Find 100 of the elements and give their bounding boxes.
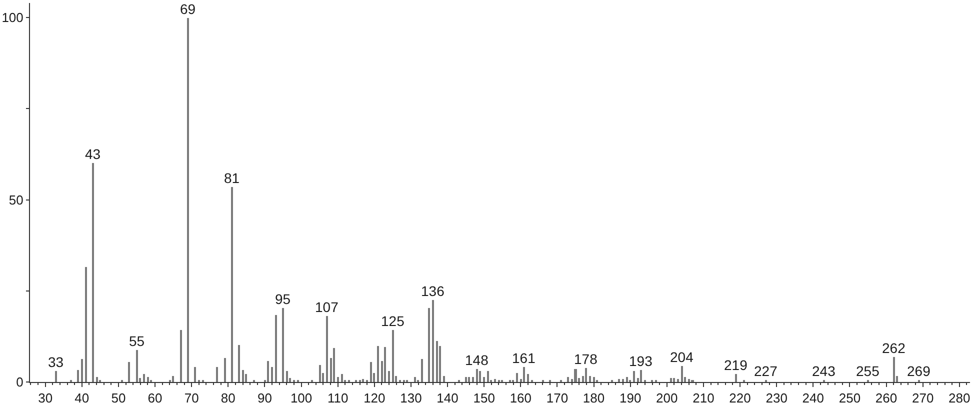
bar xyxy=(267,361,269,382)
bar xyxy=(81,359,83,382)
x-tick-label: 190 xyxy=(619,390,642,406)
y-tick-label: 0 xyxy=(16,374,24,390)
x-tick-label: 50 xyxy=(111,390,126,406)
x-tick-label: 210 xyxy=(692,390,714,406)
bar xyxy=(893,357,895,382)
annotation: 243 xyxy=(812,363,836,379)
bar xyxy=(494,379,496,382)
x-tick-label: 90 xyxy=(257,390,272,406)
x-tick-label: 120 xyxy=(364,390,386,406)
bar xyxy=(92,163,94,382)
bar xyxy=(633,371,635,382)
bar xyxy=(585,368,587,382)
bar xyxy=(574,369,577,382)
bar xyxy=(670,378,672,382)
bar xyxy=(275,315,277,382)
bar xyxy=(421,359,423,382)
bar xyxy=(626,377,628,382)
bar xyxy=(677,379,679,382)
annotation: 193 xyxy=(629,353,653,369)
x-tick-label: 70 xyxy=(184,390,199,406)
x-tick-label: 110 xyxy=(327,390,348,406)
x-tick-label: 270 xyxy=(912,390,934,406)
x-tick-label: 250 xyxy=(838,390,861,406)
bar xyxy=(589,376,591,382)
bar xyxy=(436,341,438,382)
bar xyxy=(622,379,624,382)
bar xyxy=(476,369,478,382)
annotation: 81 xyxy=(224,170,240,186)
bar xyxy=(341,374,343,382)
y-tick-label: 100 xyxy=(2,10,24,26)
bar xyxy=(567,377,569,382)
x-tick-label: 40 xyxy=(74,390,90,406)
x-tick-label: 140 xyxy=(436,390,458,406)
bar xyxy=(147,377,149,382)
x-tick-label: 220 xyxy=(729,390,751,406)
bar xyxy=(673,378,675,382)
bar xyxy=(392,330,394,382)
bar xyxy=(286,371,288,382)
x-tick-label: 170 xyxy=(546,390,568,406)
annotation: 55 xyxy=(129,333,145,349)
annotation: 269 xyxy=(907,363,931,379)
x-tick-label: 30 xyxy=(38,390,53,406)
bar xyxy=(333,348,335,382)
bar xyxy=(370,362,372,382)
x-tick-label: 160 xyxy=(510,390,532,406)
bar xyxy=(238,345,240,382)
x-tick-label: 260 xyxy=(875,390,898,406)
bar xyxy=(479,371,481,382)
bar xyxy=(143,374,145,382)
bar xyxy=(362,379,364,382)
bar xyxy=(428,308,430,382)
annotation: 219 xyxy=(724,357,748,373)
bar xyxy=(468,377,470,382)
bar xyxy=(735,374,737,382)
annotation: 136 xyxy=(421,283,445,299)
bar xyxy=(432,300,434,382)
annotation: 33 xyxy=(48,354,64,370)
bar xyxy=(180,330,182,382)
bar xyxy=(216,367,218,382)
annotation: 125 xyxy=(381,313,405,329)
bar xyxy=(319,365,321,382)
bar xyxy=(172,376,174,382)
annotation: 148 xyxy=(465,352,489,368)
bar xyxy=(487,371,489,382)
x-tick-label: 150 xyxy=(473,390,495,406)
annotation: 178 xyxy=(574,351,598,367)
annotation: 69 xyxy=(180,1,196,17)
annotation: 161 xyxy=(512,350,536,366)
annotation: 262 xyxy=(882,340,906,356)
bar xyxy=(194,367,196,382)
bar xyxy=(326,316,328,382)
bar xyxy=(593,377,595,382)
y-tick-label: 50 xyxy=(8,192,24,208)
bar xyxy=(337,377,339,382)
bar xyxy=(128,362,130,382)
bar xyxy=(527,374,529,382)
bar xyxy=(55,371,57,382)
bar xyxy=(282,308,284,382)
bar xyxy=(85,267,87,382)
x-tick-label: 200 xyxy=(656,390,678,406)
bar xyxy=(77,370,79,382)
bar xyxy=(483,377,485,382)
annotation: 255 xyxy=(856,363,880,379)
bar xyxy=(231,187,233,382)
bar xyxy=(96,377,98,382)
bar xyxy=(516,373,518,382)
bar xyxy=(224,358,226,382)
bar xyxy=(242,370,244,382)
annotation: 43 xyxy=(85,146,101,162)
x-tick-label: 180 xyxy=(582,390,605,406)
bar xyxy=(187,18,189,382)
annotation: 227 xyxy=(754,363,778,379)
bar xyxy=(465,377,467,382)
annotation: 107 xyxy=(315,299,339,315)
annotation: 95 xyxy=(275,291,291,307)
x-tick-label: 60 xyxy=(148,390,162,406)
bar xyxy=(384,347,386,382)
bar xyxy=(245,374,247,382)
